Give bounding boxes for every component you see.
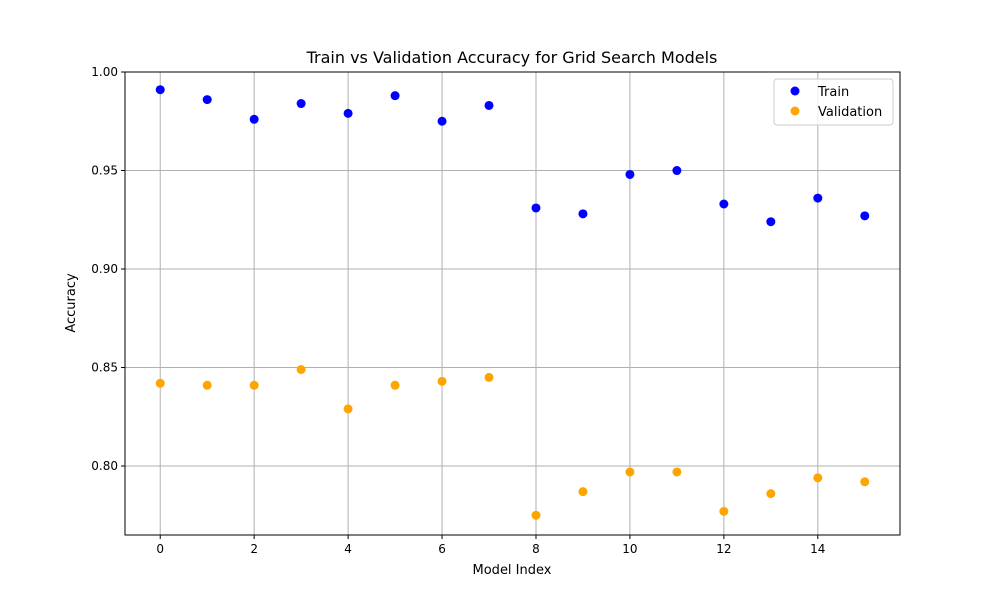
grid-lines [125, 71, 900, 535]
legend-marker-train [790, 86, 800, 96]
x-tick-label: 10 [622, 542, 637, 556]
point-validation-11 [672, 467, 682, 477]
point-validation-1 [202, 380, 212, 390]
x-tick-label: 14 [810, 542, 825, 556]
x-tick-label: 2 [250, 542, 258, 556]
x-axis-label: Model Index [473, 563, 552, 578]
y-tick-label: 1.00 [91, 65, 118, 79]
point-train-13 [766, 217, 776, 227]
y-tick-label: 0.85 [91, 361, 118, 375]
point-validation-2 [249, 380, 259, 390]
point-train-15 [860, 211, 870, 221]
point-train-11 [672, 166, 682, 176]
legend-label-train: Train [817, 85, 849, 100]
y-tick-label: 0.80 [91, 459, 118, 473]
point-validation-14 [813, 473, 823, 483]
point-validation-4 [343, 404, 353, 414]
legend-marker-validation [790, 106, 800, 116]
x-tick-label: 0 [156, 542, 164, 556]
point-train-9 [578, 209, 588, 219]
chart-title: Train vs Validation Accuracy for Grid Se… [306, 48, 718, 67]
point-train-10 [625, 169, 635, 179]
y-axis-label: Accuracy [64, 273, 79, 333]
point-validation-8 [531, 510, 541, 520]
point-validation-13 [766, 489, 776, 499]
data-points [155, 85, 870, 520]
y-axis: 0.80 0.85 0.90 0.95 1.00 [91, 65, 125, 473]
x-axis: 0 2 4 6 8 10 12 14 [156, 535, 825, 556]
point-validation-10 [625, 467, 635, 477]
point-validation-5 [390, 380, 400, 390]
point-validation-0 [155, 378, 165, 388]
point-validation-9 [578, 487, 588, 497]
point-train-3 [296, 99, 306, 109]
x-tick-label: 12 [716, 542, 731, 556]
point-train-1 [202, 95, 212, 105]
point-validation-15 [860, 477, 870, 487]
point-validation-12 [719, 506, 729, 516]
point-train-5 [390, 91, 400, 101]
legend: Train Validation [773, 78, 894, 126]
point-validation-6 [437, 376, 447, 386]
point-train-14 [813, 193, 823, 203]
y-tick-label: 0.90 [91, 262, 118, 276]
point-validation-3 [296, 365, 306, 375]
legend-label-validation: Validation [818, 105, 882, 120]
point-train-2 [249, 114, 259, 124]
point-train-7 [484, 100, 494, 110]
point-train-12 [719, 199, 729, 209]
x-tick-label: 4 [344, 542, 352, 556]
point-train-8 [531, 203, 541, 213]
y-tick-label: 0.95 [91, 164, 118, 178]
x-tick-label: 8 [532, 542, 540, 556]
point-validation-7 [484, 372, 494, 382]
plot-frame [124, 71, 901, 536]
point-train-6 [437, 116, 447, 126]
legend-box [773, 78, 894, 126]
point-train-4 [343, 108, 353, 118]
point-train-0 [155, 85, 165, 95]
x-tick-label: 6 [438, 542, 446, 556]
